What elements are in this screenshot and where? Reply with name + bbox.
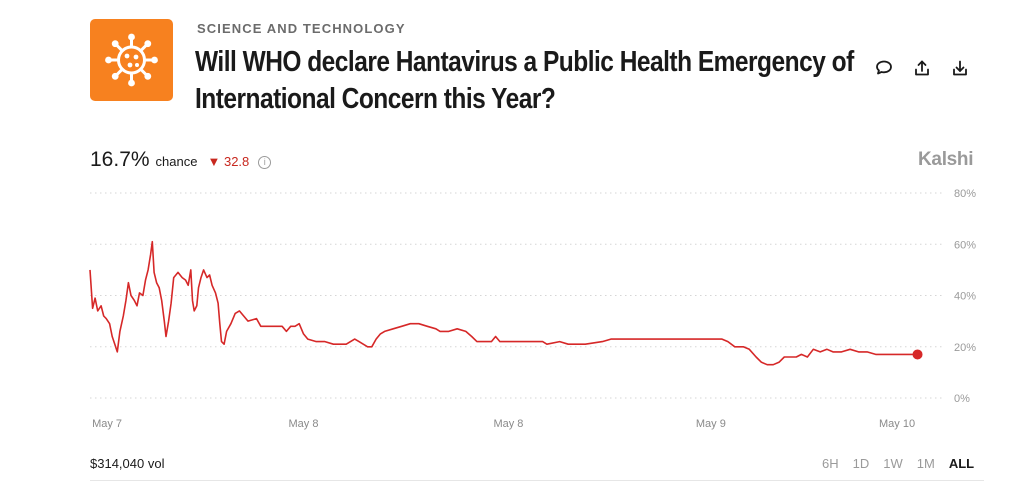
chance-value: 16.7% (90, 148, 150, 171)
info-icon[interactable]: i (258, 156, 272, 169)
chance-summary: 16.7% chance ▼ 32.8 i (90, 148, 272, 172)
download-icon[interactable] (950, 58, 970, 78)
range-1w[interactable]: 1W (883, 456, 903, 471)
market-title-line-2: International Concern this Year? (195, 83, 556, 115)
chance-label: chance (155, 154, 198, 169)
y-tick-label: 20% (954, 342, 976, 354)
market-title-line-1: Will WHO declare Hantavirus a Public Hea… (195, 46, 854, 78)
x-tick-label: May 10 (879, 418, 915, 430)
market-actions (874, 58, 970, 78)
range-1d[interactable]: 1D (852, 456, 870, 471)
x-tick-label: May 8 (493, 418, 523, 430)
footer-divider (90, 480, 984, 481)
change-indicator: ▼ 32.8 (207, 154, 249, 169)
series-line (89, 240, 918, 366)
market-icon-tile (90, 19, 173, 101)
comment-icon[interactable] (874, 58, 894, 78)
change-value: 32.8 (223, 154, 250, 169)
range-6h[interactable]: 6H (822, 456, 839, 471)
current-value-marker (912, 349, 923, 360)
x-tick-label: May 8 (289, 418, 319, 430)
y-tick-label: 80% (954, 188, 976, 200)
virus-icon (105, 33, 158, 87)
share-icon[interactable] (912, 58, 932, 78)
market-title: Will WHO declare Hantavirus a Public Hea… (195, 44, 854, 118)
y-tick-label: 40% (954, 291, 976, 303)
y-tick-label: 0% (954, 393, 970, 405)
kalshi-logo[interactable]: Kalshi (918, 149, 974, 170)
time-range-selector: 6H 1D 1W 1M ALL (815, 456, 981, 471)
market-category[interactable]: SCIENCE AND TECHNOLOGY (197, 21, 406, 36)
volume-label: $314,040 vol (90, 456, 165, 471)
down-arrow-icon: ▼ (207, 154, 221, 169)
y-tick-label: 60% (954, 239, 976, 251)
x-tick-label: May 7 (92, 418, 122, 430)
x-tick-label: May 9 (696, 418, 726, 430)
range-all[interactable]: ALL (948, 456, 975, 471)
range-1m[interactable]: 1M (916, 456, 935, 471)
